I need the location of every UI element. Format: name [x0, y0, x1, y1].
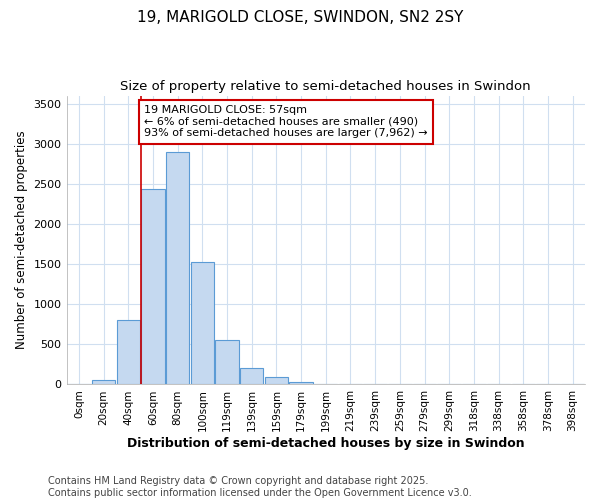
Bar [92, 380, 115, 384]
Bar [191, 262, 214, 384]
Text: Contains HM Land Registry data © Crown copyright and database right 2025.
Contai: Contains HM Land Registry data © Crown c… [48, 476, 472, 498]
Bar [116, 320, 140, 384]
Bar [141, 190, 164, 384]
Bar [166, 152, 190, 384]
Text: 19, MARIGOLD CLOSE, SWINDON, SN2 2SY: 19, MARIGOLD CLOSE, SWINDON, SN2 2SY [137, 10, 463, 25]
Bar [289, 382, 313, 384]
Bar [265, 377, 288, 384]
Bar [215, 340, 239, 384]
Y-axis label: Number of semi-detached properties: Number of semi-detached properties [15, 130, 28, 350]
X-axis label: Distribution of semi-detached houses by size in Swindon: Distribution of semi-detached houses by … [127, 437, 524, 450]
Title: Size of property relative to semi-detached houses in Swindon: Size of property relative to semi-detach… [121, 80, 531, 93]
Text: 19 MARIGOLD CLOSE: 57sqm
← 6% of semi-detached houses are smaller (490)
93% of s: 19 MARIGOLD CLOSE: 57sqm ← 6% of semi-de… [145, 105, 428, 138]
Bar [240, 368, 263, 384]
